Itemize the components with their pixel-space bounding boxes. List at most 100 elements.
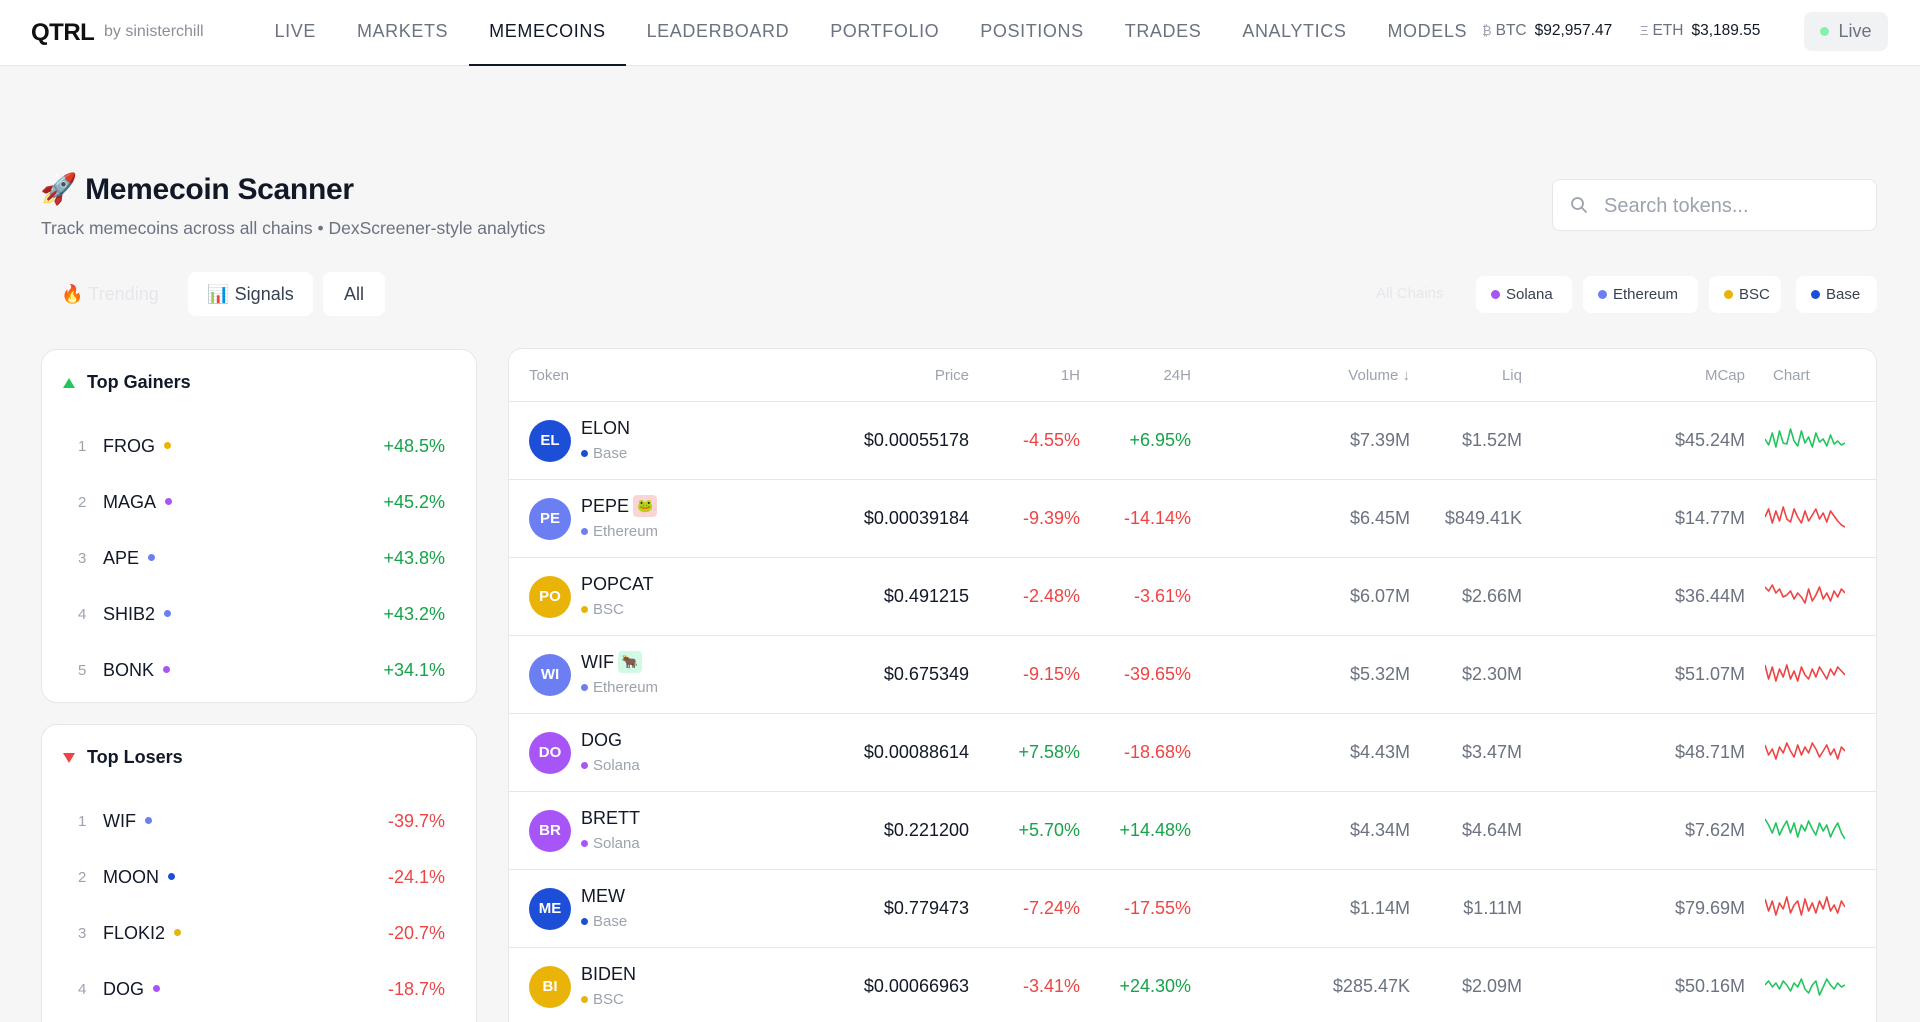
table-row[interactable]: EL ELON Base $0.00055178 -4.55% +6.95% $7.39M $…	[509, 402, 1876, 480]
tab-signals[interactable]: 📊 Signals	[188, 272, 313, 316]
token-avatar: WI	[529, 654, 571, 696]
mover-row[interactable]: 3 APE +43.8%	[42, 532, 476, 588]
chain-chip-solana[interactable]: Solana	[1476, 276, 1572, 313]
chip-label: Solana	[1506, 286, 1553, 303]
bsc-dot-icon	[1724, 290, 1733, 299]
token-name-text: POPCAT	[581, 574, 654, 594]
token-change-1h: -3.41%	[1022, 976, 1080, 996]
token-change-24h: +6.95%	[1129, 430, 1191, 450]
token-chain: Ethereum	[581, 679, 658, 696]
column-header-1h[interactable]: 1H	[1060, 367, 1080, 384]
top-gainers-card: Top Gainers 1 FROG +48.5% 2 MAGA +45.2% 3 APE +4…	[41, 349, 477, 703]
token-avatar: ME	[529, 888, 571, 930]
table-row[interactable]: PO POPCAT BSC $0.491215 -2.48% -3.61% $6.07M $2…	[509, 558, 1876, 636]
token-volume: $7.39M	[1349, 430, 1410, 450]
top-gainers-title: Top Gainers	[87, 372, 191, 392]
token-mcap: $7.62M	[1684, 820, 1745, 840]
chain-dot-icon	[148, 553, 156, 561]
table-row[interactable]: PE PEPE 🐸 Ethereum $0.00039184 -9.39% -14.14% $…	[509, 480, 1876, 558]
nav-tab-positions[interactable]: POSITIONS	[980, 21, 1084, 41]
column-header-chart: Chart	[1773, 367, 1810, 384]
chain-dot-icon	[168, 872, 175, 880]
mover-row[interactable]: 1 FROG +48.5%	[42, 420, 476, 476]
token-chain-text: Solana	[593, 835, 640, 852]
mover-row[interactable]: 4 DOG -18.7%	[42, 963, 476, 1019]
token-volume: $6.45M	[1349, 508, 1410, 528]
live-status-button[interactable]: Live	[1804, 12, 1888, 51]
token-change-1h: -7.24%	[1022, 898, 1080, 918]
mover-rank: 5	[78, 662, 87, 679]
token-name-text: PEPE	[581, 496, 630, 516]
mover-symbol-text: DOG	[103, 979, 145, 999]
tab-all[interactable]: All	[323, 272, 385, 316]
nav-tab-analytics[interactable]: ANALYTICS	[1242, 21, 1347, 41]
chain-chip-base[interactable]: Base	[1796, 276, 1877, 313]
mover-change: -39.7%	[387, 811, 445, 831]
mover-symbol-text: WIF	[103, 811, 136, 831]
mover-rank: 4	[78, 981, 87, 998]
eth-ticker: Ξ ETH $3,189.55	[1640, 22, 1760, 40]
mover-symbol: MOON	[103, 867, 175, 888]
column-header-price[interactable]: Price	[934, 367, 969, 384]
table-row[interactable]: DO DOG Solana $0.00088614 +7.58% -18.68% $4.43…	[509, 714, 1876, 792]
token-liquidity: $1.52M	[1461, 430, 1522, 450]
table-row[interactable]: WI WIF 🐂 Ethereum $0.675349 -9.15% -39.65% $5.3…	[509, 636, 1876, 714]
app-logo[interactable]: QTRL	[31, 19, 95, 46]
tab-trending[interactable]: 🔥 Trending	[61, 284, 159, 304]
token-avatar: DO	[529, 732, 571, 774]
token-change-1h: -2.48%	[1022, 586, 1080, 606]
nav-tab-trades[interactable]: TRADES	[1124, 21, 1202, 41]
chain-chip-ethereum[interactable]: Ethereum	[1583, 276, 1698, 313]
nav-tab-live[interactable]: LIVE	[274, 21, 316, 41]
chain-dot-icon	[581, 683, 588, 691]
mover-row[interactable]: 1 WIF -39.7%	[42, 795, 476, 851]
column-header-liq[interactable]: Liq	[1501, 367, 1522, 384]
top-losers-header: Top Losers	[63, 747, 183, 768]
mover-symbol: BONK	[103, 660, 171, 681]
token-change-1h: +5.70%	[1018, 820, 1080, 840]
token-change-24h: -3.61%	[1133, 586, 1191, 606]
mover-row[interactable]: 5 BONK +34.1%	[42, 644, 476, 700]
main-nav: LIVE MARKETS MEMECOINS LEADERBOARD PORTFOLIO…	[254, 0, 1488, 66]
nav-tab-markets[interactable]: MARKETS	[356, 21, 449, 41]
sparkline-path	[1765, 896, 1845, 916]
top-gainers-header: Top Gainers	[63, 372, 191, 393]
column-header-mcap[interactable]: MCap	[1704, 367, 1745, 384]
column-header-token[interactable]: Token	[529, 367, 570, 384]
table-row[interactable]: BR BRETT Solana $0.221200 +5.70% +14.48% $4.34…	[509, 792, 1876, 870]
mover-row[interactable]: 2 MOON -24.1%	[42, 851, 476, 907]
nav-tab-memecoins[interactable]: MEMECOINS	[468, 0, 627, 66]
mover-rank: 3	[78, 925, 87, 942]
chain-dot-icon	[581, 449, 588, 457]
mover-row[interactable]: 4 SHIB2 +43.2%	[42, 588, 476, 644]
token-liquidity: $4.64M	[1461, 820, 1522, 840]
token-change-1h: -9.39%	[1022, 508, 1080, 528]
mover-symbol: FROG	[103, 436, 171, 457]
column-header-24h[interactable]: 24H	[1163, 367, 1191, 384]
nav-tab-models[interactable]: MODELS	[1387, 21, 1468, 41]
token-change-24h: -14.14%	[1123, 508, 1191, 528]
sparkline-chart	[1765, 664, 1845, 682]
sparkline-chart	[1765, 896, 1845, 916]
nav-tab-leaderboard[interactable]: LEADERBOARD	[646, 21, 790, 41]
token-chain: Solana	[581, 835, 640, 852]
mover-symbol-text: BONK	[103, 660, 155, 680]
token-name: BRETT	[581, 808, 640, 829]
table-row[interactable]: BI BIDEN BSC $0.00066963 -3.41% +24.30% $285.4…	[509, 948, 1876, 1022]
page-subtitle: Track memecoins across all chains • DexS…	[41, 218, 546, 238]
search-input[interactable]	[1604, 193, 1864, 219]
token-change-24h: +14.48%	[1119, 820, 1191, 840]
token-mcap: $79.69M	[1674, 898, 1745, 918]
chain-chip-bsc[interactable]: BSC	[1709, 276, 1781, 313]
chain-filter-all[interactable]: All Chains	[1376, 285, 1444, 302]
token-volume: $4.34M	[1349, 820, 1410, 840]
mover-symbol: MAGA	[103, 492, 173, 513]
top-losers-title: Top Losers	[87, 747, 183, 767]
token-avatar: BR	[529, 810, 571, 852]
table-row[interactable]: ME MEW Base $0.779473 -7.24% -17.55% $1.14M $1.…	[509, 870, 1876, 948]
column-header-volume[interactable]: Volume ↓	[1348, 367, 1410, 384]
mover-row[interactable]: 3 FLOKI2 -20.7%	[42, 907, 476, 963]
token-mcap: $51.07M	[1674, 664, 1745, 684]
nav-tab-portfolio[interactable]: PORTFOLIO	[830, 21, 940, 41]
mover-row[interactable]: 2 MAGA +45.2%	[42, 476, 476, 532]
